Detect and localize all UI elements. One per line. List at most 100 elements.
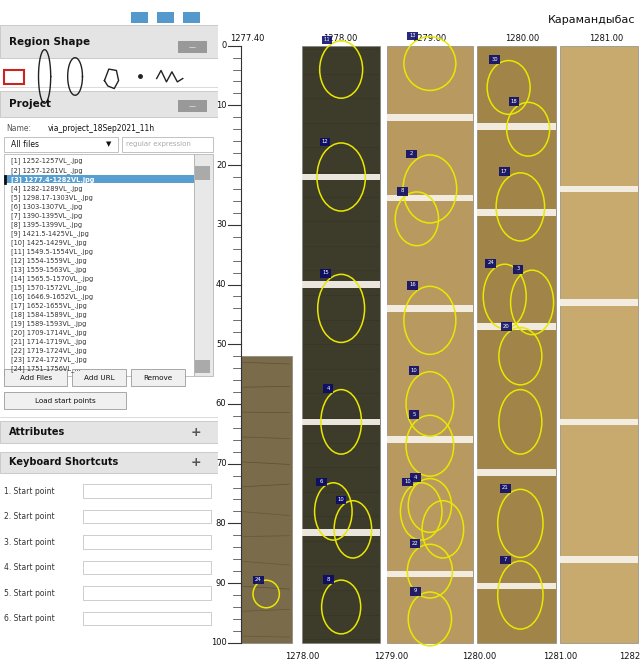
Bar: [513, 265, 524, 274]
Text: [9] 1421.5-1425VL_.jpg: [9] 1421.5-1425VL_.jpg: [11, 230, 89, 237]
Bar: [387, 571, 473, 578]
Text: 100: 100: [211, 638, 227, 648]
Bar: [499, 168, 509, 176]
Bar: [194, 154, 213, 376]
Text: 20: 20: [216, 160, 227, 170]
Bar: [83, 561, 211, 574]
Text: 7: 7: [504, 557, 507, 562]
Bar: [179, 100, 207, 112]
Text: 13: 13: [409, 33, 416, 38]
Text: regular expression: regular expression: [126, 142, 191, 147]
Bar: [131, 369, 185, 386]
Text: [12] 1554-1559VL_.jpg: [12] 1554-1559VL_.jpg: [11, 257, 86, 264]
Bar: [410, 587, 421, 596]
Bar: [407, 281, 418, 290]
Bar: [83, 612, 211, 625]
Text: 30: 30: [216, 220, 227, 229]
Text: [21] 1714-1719VL_.jpg: [21] 1714-1719VL_.jpg: [11, 338, 86, 346]
Bar: [83, 510, 211, 523]
Text: [15] 1570-1572VL_.jpg: [15] 1570-1572VL_.jpg: [11, 285, 87, 291]
Bar: [490, 56, 500, 64]
Bar: [560, 556, 638, 562]
Text: [11] 1549.5-1554VL_.jpg: [11] 1549.5-1554VL_.jpg: [11, 248, 93, 255]
Bar: [183, 12, 200, 23]
Bar: [195, 166, 210, 180]
Bar: [403, 478, 413, 486]
Bar: [302, 174, 380, 180]
Text: [20] 1709-1714VL_.jpg: [20] 1709-1714VL_.jpg: [11, 329, 86, 336]
Text: 9: 9: [414, 588, 417, 593]
Bar: [500, 484, 511, 493]
Bar: [485, 259, 496, 268]
Bar: [387, 436, 473, 443]
Text: 3. Start point: 3. Start point: [4, 537, 55, 547]
Text: 24: 24: [487, 260, 494, 266]
Text: [1] 1252-1257VL_.jpg: [1] 1252-1257VL_.jpg: [11, 158, 83, 164]
Text: [13] 1559-1563VL_.jpg: [13] 1559-1563VL_.jpg: [11, 266, 86, 273]
Bar: [4, 369, 67, 386]
Bar: [83, 484, 211, 498]
Bar: [406, 150, 417, 158]
Bar: [387, 195, 473, 201]
Text: [4] 1282-1289VL_.jpg: [4] 1282-1289VL_.jpg: [11, 185, 83, 192]
Text: [6] 1303-1307VL_.jpg: [6] 1303-1307VL_.jpg: [11, 203, 83, 209]
Text: [19] 1589-1593VL_.jpg: [19] 1589-1593VL_.jpg: [11, 321, 86, 327]
Bar: [397, 187, 408, 195]
Bar: [477, 209, 556, 216]
Text: 16: 16: [409, 282, 416, 287]
Text: ▼: ▼: [106, 142, 111, 147]
Bar: [387, 305, 473, 312]
Bar: [302, 46, 380, 643]
Text: 18: 18: [511, 99, 518, 104]
Text: 10: 10: [411, 368, 417, 373]
Text: [10] 1425-1429VL_.jpg: [10] 1425-1429VL_.jpg: [11, 239, 86, 246]
Text: 1280.00: 1280.00: [504, 34, 539, 42]
Text: 2: 2: [410, 151, 413, 156]
Text: 10: 10: [216, 101, 227, 110]
Text: 1278.00: 1278.00: [285, 652, 319, 661]
Bar: [477, 323, 556, 329]
Text: 80: 80: [216, 519, 227, 528]
Text: 60: 60: [216, 399, 227, 409]
Text: Keyboard Shortcuts: Keyboard Shortcuts: [9, 458, 118, 467]
Text: [17] 1652-1655VL_.jpg: [17] 1652-1655VL_.jpg: [11, 303, 87, 309]
Text: All files: All files: [11, 140, 39, 149]
Bar: [122, 137, 213, 152]
Bar: [4, 137, 118, 152]
Text: +: +: [191, 456, 201, 469]
Bar: [477, 582, 556, 589]
Text: 30: 30: [492, 57, 498, 62]
Bar: [302, 529, 380, 535]
Bar: [4, 154, 194, 376]
Text: 1279.00: 1279.00: [374, 652, 408, 661]
Text: 17: 17: [501, 169, 508, 174]
Text: 1. Start point: 1. Start point: [4, 486, 55, 496]
Text: 10: 10: [337, 497, 344, 502]
Bar: [320, 138, 330, 146]
Bar: [407, 32, 418, 40]
Text: Add URL: Add URL: [84, 375, 115, 380]
Text: +: +: [191, 425, 201, 439]
Bar: [322, 36, 332, 44]
Bar: [83, 586, 211, 600]
Bar: [321, 269, 331, 278]
Bar: [4, 70, 24, 84]
Bar: [4, 392, 126, 409]
Bar: [179, 41, 207, 53]
Bar: [0, 91, 218, 117]
Text: 8: 8: [327, 576, 330, 582]
Text: 50: 50: [216, 340, 227, 349]
Bar: [477, 469, 556, 476]
Bar: [410, 474, 421, 482]
Text: 15: 15: [323, 270, 329, 276]
Text: 10: 10: [404, 479, 411, 484]
Text: 3: 3: [516, 266, 520, 271]
Text: Карамандыбас: Карамандыбас: [548, 15, 636, 25]
Text: [8] 1395-1399VL_.jpg: [8] 1395-1399VL_.jpg: [11, 221, 82, 227]
Bar: [501, 322, 511, 331]
Text: [16] 1646.9-1652VL_.jpg: [16] 1646.9-1652VL_.jpg: [11, 293, 93, 300]
Text: 6. Start point: 6. Start point: [4, 614, 55, 623]
Bar: [409, 410, 419, 419]
Text: 5: 5: [412, 411, 416, 417]
Text: [7] 1390-1395VL_.jpg: [7] 1390-1395VL_.jpg: [11, 212, 82, 219]
